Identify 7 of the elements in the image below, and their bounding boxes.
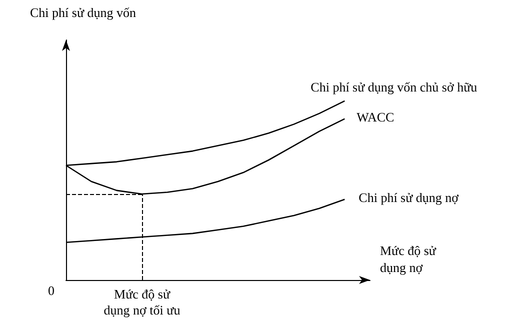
x-axis-title: Mức độ sử dụng nợ xyxy=(380,243,437,275)
series-label: Chi phí sử dụng nợ xyxy=(358,190,460,205)
text: Chi phí sử dụng vốn xyxy=(30,5,136,20)
series-label: WACC xyxy=(356,109,394,124)
series-label: Chi phí sử dụng vốn chủ sở hữu xyxy=(310,79,478,94)
text: 0 xyxy=(48,283,54,298)
text: Mức độ sử dụng nợ tối ưu xyxy=(104,286,181,318)
